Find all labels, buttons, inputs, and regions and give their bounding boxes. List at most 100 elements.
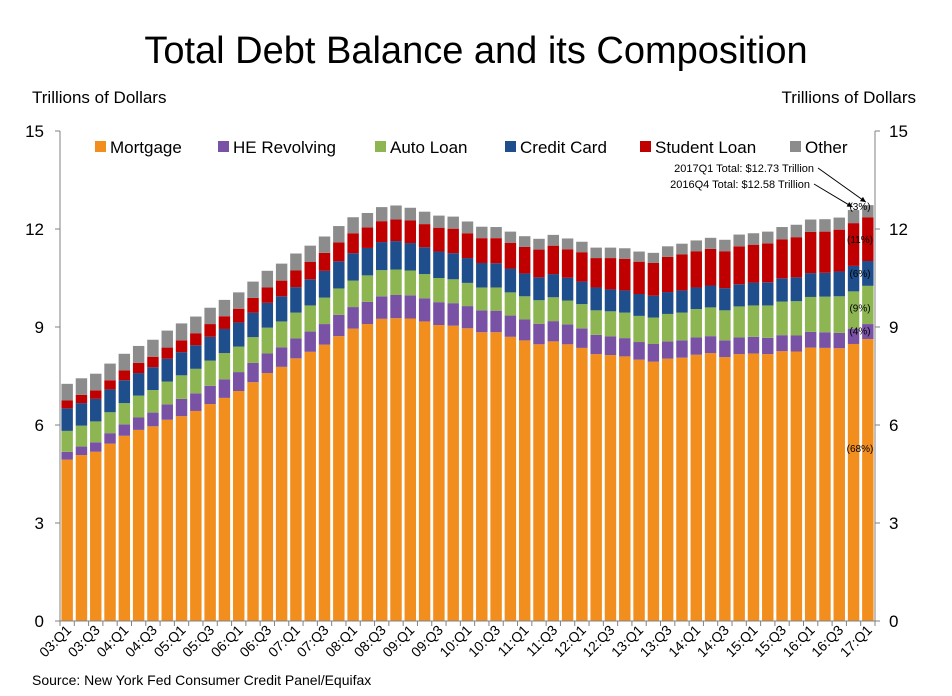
x-tick-label-03:Q3: 03:Q3: [65, 622, 103, 660]
legend-label-other: Other: [805, 138, 848, 157]
bar-auto-loan-04:Q3: [147, 390, 159, 413]
bar-student-loan-08:Q2: [361, 227, 374, 248]
bar-he-revolving-05:Q1: [175, 398, 188, 417]
bar-auto-loan-12:Q3: [604, 311, 617, 337]
bar-credit-card-12:Q3: [604, 289, 617, 312]
bar-mortgage-07:Q3: [318, 344, 331, 621]
bar-credit-card-13:Q2: [647, 295, 660, 318]
bar-credit-card-11:Q3: [547, 274, 560, 298]
bar-mortgage-08:Q2: [361, 324, 374, 621]
bar-auto-loan-10:Q1: [461, 282, 474, 307]
bar-student-loan-09:Q2: [418, 224, 431, 248]
bar-student-loan-05:Q4: [218, 316, 231, 329]
bar-mortgage-15:Q1: [747, 353, 760, 621]
y-tick-label-left-12: 12: [25, 220, 44, 239]
bar-mortgage-16:Q3: [833, 348, 845, 621]
bar-student-loan-03:Q4: [104, 380, 116, 390]
bar-other-04:Q1: [118, 353, 131, 371]
bar-credit-card-11:Q4: [561, 277, 574, 301]
bar-auto-loan-14:Q2: [704, 307, 717, 337]
x-tick-label-11:Q1: 11:Q1: [494, 622, 532, 660]
bar-credit-card-04:Q3: [147, 367, 159, 391]
bar-mortgage-16:Q4: [847, 343, 860, 621]
bar-student-loan-15:Q1: [747, 244, 760, 283]
annotation-2016q4-total: 2016Q4 Total: $12.58 Trillion: [670, 179, 810, 191]
bar-mortgage-13:Q3: [661, 358, 674, 621]
bar-other-11:Q2: [533, 238, 545, 250]
bar-he-revolving-04:Q3: [147, 412, 159, 427]
y-axis-unit-right: Trillions of Dollars: [781, 88, 916, 107]
bar-auto-loan-08:Q2: [361, 275, 374, 302]
bar-he-revolving-08:Q4: [390, 294, 402, 319]
bar-mortgage-03:Q4: [104, 443, 116, 621]
bar-student-loan-08:Q1: [347, 233, 359, 254]
bar-other-08:Q4: [390, 205, 402, 220]
bar-other-16:Q2: [819, 219, 831, 232]
bar-mortgage-07:Q4: [333, 336, 345, 621]
legend-swatch-mortgage: [95, 141, 106, 152]
bar-student-loan-06:Q2: [247, 297, 259, 313]
bar-auto-loan-13:Q1: [633, 315, 645, 343]
bar-he-revolving-03:Q4: [104, 433, 116, 444]
bar-mortgage-15:Q2: [762, 354, 774, 621]
x-tick-label-04:Q3: 04:Q3: [122, 622, 160, 660]
bar-mortgage-14:Q4: [733, 354, 745, 621]
bar-other-03:Q2: [75, 378, 88, 395]
bar-other-07:Q2: [304, 245, 316, 262]
bar-he-revolving-11:Q2: [533, 323, 545, 345]
bar-auto-loan-05:Q1: [175, 375, 188, 399]
bar-mortgage-06:Q3: [261, 373, 274, 621]
bar-mortgage-14:Q2: [704, 353, 717, 621]
bar-student-loan-14:Q4: [733, 246, 745, 285]
bar-mortgage-09:Q2: [418, 321, 431, 621]
bar-other-15:Q1: [747, 233, 760, 245]
annotation-2017q1-total: 2017Q1 Total: $12.73 Trillion: [674, 163, 814, 175]
bar-mortgage-04:Q1: [118, 435, 131, 621]
bar-auto-loan-10:Q4: [504, 292, 517, 316]
x-tick-label-06:Q1: 06:Q1: [208, 622, 246, 660]
bar-other-15:Q3: [776, 227, 788, 240]
bar-other-06:Q3: [261, 270, 274, 288]
bar-mortgage-11:Q1: [518, 340, 531, 621]
bar-mortgage-03:Q3: [90, 451, 102, 621]
bar-he-revolving-05:Q3: [204, 385, 216, 405]
annotations-group: (68%) (4%) (9%) (6%) (11%) (3%) 2017Q1 Total: …: [670, 163, 873, 455]
share-label-student-loan: (11%): [847, 235, 873, 246]
bar-he-revolving-03:Q3: [90, 442, 102, 452]
bar-auto-loan-08:Q1: [347, 280, 359, 308]
bar-other-06:Q2: [247, 281, 259, 298]
bar-student-loan-11:Q3: [547, 245, 560, 275]
bar-student-loan-12:Q3: [604, 258, 617, 290]
bar-student-loan-07:Q2: [304, 261, 316, 280]
bar-student-loan-10:Q1: [461, 233, 474, 259]
y-tick-label-left-3: 3: [35, 514, 44, 533]
bar-credit-card-09:Q3: [433, 251, 445, 278]
bar-other-15:Q2: [762, 231, 774, 244]
bar-auto-loan-11:Q4: [561, 300, 574, 325]
bar-student-loan-10:Q4: [504, 242, 517, 269]
bar-credit-card-14:Q2: [704, 285, 717, 308]
bar-student-loan-15:Q3: [776, 239, 788, 279]
bar-auto-loan-07:Q2: [304, 305, 316, 332]
bar-auto-loan-12:Q1: [576, 304, 588, 329]
bar-auto-loan-15:Q3: [776, 301, 788, 336]
y-tick-label-right-12: 12: [889, 220, 908, 239]
bar-mortgage-04:Q3: [147, 426, 159, 621]
bar-he-revolving-10:Q2: [476, 310, 488, 333]
bar-auto-loan-05:Q4: [218, 353, 231, 380]
bar-mortgage-05:Q2: [190, 410, 202, 621]
bar-other-05:Q4: [218, 299, 231, 317]
bar-mortgage-14:Q3: [719, 357, 731, 621]
bar-mortgage-06:Q2: [247, 382, 259, 621]
bar-credit-card-16:Q2: [819, 272, 831, 297]
bar-other-13:Q4: [676, 243, 688, 255]
bar-auto-loan-14:Q4: [733, 306, 745, 338]
legend-swatch-auto-loan: [375, 141, 386, 152]
bar-he-revolving-09:Q2: [418, 298, 431, 322]
share-label-mortgage: (68%): [847, 444, 874, 455]
bar-auto-loan-04:Q1: [118, 403, 131, 425]
bar-credit-card-15:Q2: [762, 282, 774, 306]
x-tick-label-09:Q3: 09:Q3: [408, 622, 446, 660]
bar-credit-card-08:Q4: [390, 241, 402, 270]
bar-he-revolving-10:Q1: [461, 306, 474, 329]
